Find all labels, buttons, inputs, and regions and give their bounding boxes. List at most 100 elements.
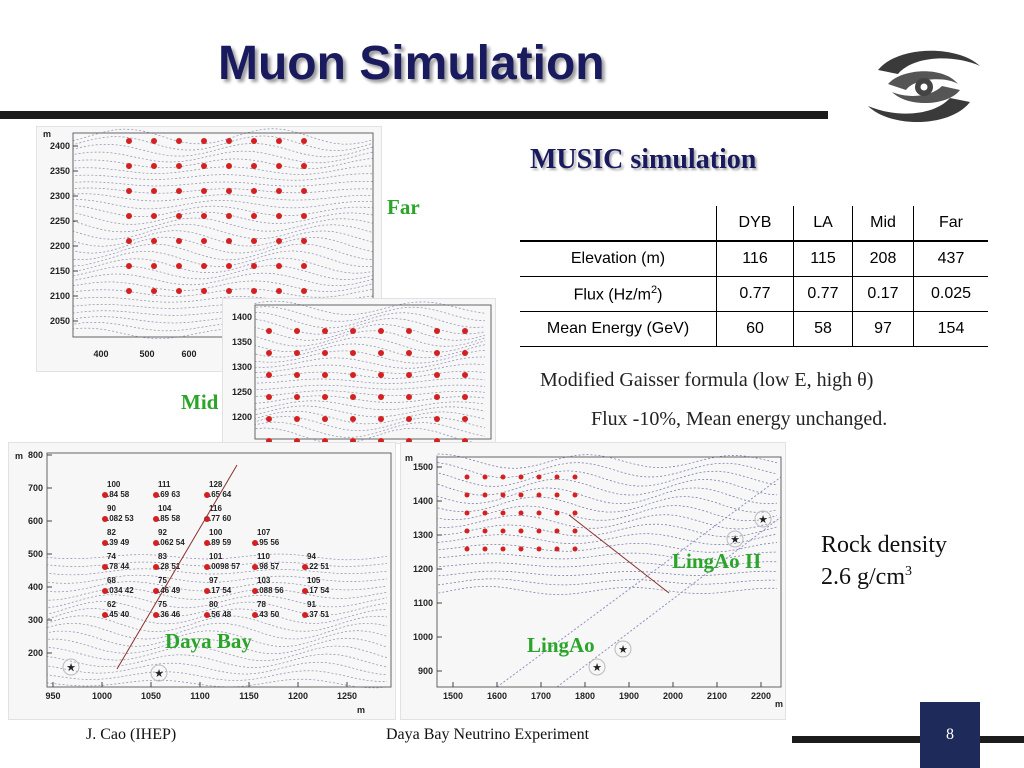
muon-sample-point [126,288,132,294]
table-header-cell: Mid [852,206,914,242]
point-count-label: 62 [107,600,116,609]
muon-sample-point [226,288,232,294]
y-tick-label: 500 [28,549,43,559]
muon-sample-point [153,492,159,498]
contour-line [254,343,486,359]
contour-line [72,236,374,254]
muon-sample-point [276,138,282,144]
point-value-label: .77 60 [209,514,232,523]
muon-sample-point [226,163,232,169]
muon-sample-point [518,492,524,498]
contour-line [436,453,778,469]
muon-sample-point [554,510,560,516]
muon-sample-point [226,263,232,269]
point-value-label: .45 40 [107,610,130,619]
table-cell: 97 [852,311,914,347]
muon-sample-point [204,564,210,570]
table-cell: 116 [716,241,794,277]
table-header-row: DYB LA Mid Far [520,206,988,242]
music-table: DYB LA Mid Far Elevation (m) 116 115 208… [520,206,988,347]
muon-sample-point [176,163,182,169]
contour-line [46,622,388,640]
muon-sample-point [153,588,159,594]
flux-label-close: ) [657,286,663,304]
muon-sample-point [266,350,272,356]
muon-sample-point [536,510,542,516]
contour-line [436,487,778,505]
lingao-contour-chart: 1500 1400 1300 1200 1100 1000 900 1500 1600 1700 1… [405,453,783,709]
muon-sample-point [500,510,506,516]
muon-sample-point [201,163,207,169]
table-cell: 0.17 [852,276,914,312]
y-unit-label: m [43,129,51,139]
muon-sample-point [226,138,232,144]
contour-line [254,311,486,329]
point-count-label: 128 [209,480,223,489]
contour-line [72,211,374,225]
plot-frame [46,452,392,688]
muon-sample-point [294,350,300,356]
muon-sample-point [518,474,524,480]
contour-line [46,670,387,682]
tunnel-line [116,464,238,670]
x-tick-label: 1800 [575,691,595,701]
x-tick-label: 1150 [239,691,259,701]
point-count-label: 116 [209,504,222,513]
muon-sample-point [201,238,207,244]
plot-frame [436,456,782,688]
y-tick-label: 1200 [232,412,252,422]
point-count-label: 100 [209,528,223,537]
muon-sample-point [276,163,282,169]
y-tick-label: 300 [28,615,43,625]
muon-sample-point [464,528,470,534]
point-value-label: .89 59 [209,538,232,547]
footer-author: J. Cao (IHEP) [86,726,177,743]
slide-title: Muon Simulation [218,37,605,90]
point-value-label: .98 57 [257,562,280,571]
y-tick-label: 1200 [413,564,433,574]
muon-sample-point [518,510,524,516]
plot-frame [254,304,492,440]
point-count-label: 82 [107,528,116,537]
muon-sample-point [204,588,210,594]
table-cell: 0.77 [793,276,853,312]
muon-sample-point [252,612,258,618]
far-label: Far [387,195,420,219]
muon-sample-point [464,546,470,552]
contour-line [72,150,374,164]
muon-sample-point [151,238,157,244]
muon-sample-point [153,540,159,546]
contour-line [436,585,778,595]
muon-sample-point [126,263,132,269]
table-header-cell: Far [913,206,988,242]
muon-sample-point [482,546,488,552]
muon-sample-point [434,328,440,334]
contour-line [254,427,483,443]
rock-density-sup: 3 [905,564,912,579]
muon-sample-point [151,263,157,269]
muon-sample-point [276,238,282,244]
point-value-label: .088 56 [257,586,284,595]
contour-line [72,257,374,274]
detector-site-marker [754,510,772,528]
muon-sample-point [251,188,257,194]
point-value-label: .36 46 [158,610,181,619]
x-unit-label: m [775,699,783,709]
contour-line [254,324,486,341]
contour-line [436,551,778,561]
muon-sample-point [301,138,307,144]
contour-line [46,553,388,561]
muon-sample-point [536,492,542,498]
contour-line [72,288,374,298]
muon-sample-point [201,213,207,219]
muon-sample-point [153,564,159,570]
point-count-label: 80 [209,600,218,609]
contour-line [72,187,374,194]
point-count-label: 92 [158,528,167,537]
contour-line [46,594,388,609]
row-label: Mean Energy (GeV) [520,311,717,347]
muon-sample-point [462,350,468,356]
muon-sample-point [482,492,488,498]
muon-sample-point [464,492,470,498]
muon-sample-point [302,612,308,618]
